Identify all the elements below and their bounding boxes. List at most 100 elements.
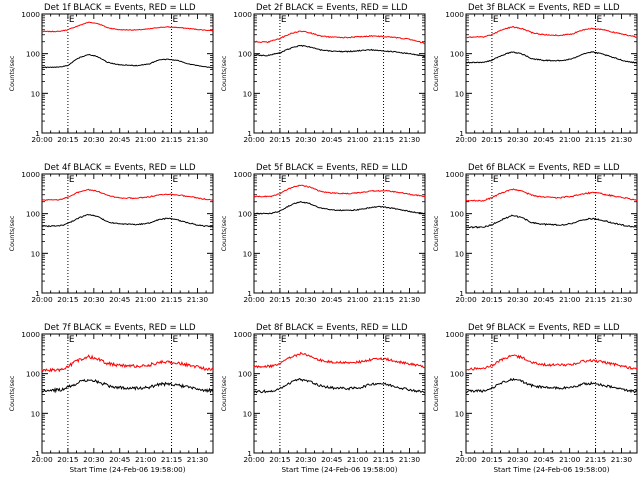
x-tick-label: 20:15 bbox=[57, 135, 79, 144]
series-lld-line bbox=[41, 21, 214, 33]
y-tick-label: 10 bbox=[31, 409, 41, 418]
y-tick-label: 100 bbox=[238, 370, 252, 379]
series-lld-line bbox=[465, 354, 638, 371]
event-marker-label: E bbox=[493, 175, 499, 185]
series-lld-line bbox=[466, 26, 637, 39]
x-tick-label: 20:30 bbox=[83, 295, 105, 304]
y-tick-label: 100 bbox=[450, 50, 464, 59]
x-tick-label: 20:00 bbox=[31, 135, 53, 144]
y-tick-label: 100 bbox=[26, 210, 40, 219]
series-events-line bbox=[41, 53, 213, 69]
y-tick-label: 1000 bbox=[21, 330, 40, 339]
x-tick-label: 20:30 bbox=[507, 295, 529, 304]
chart-title: Det 5f BLACK = Events, RED = LLD bbox=[256, 163, 408, 173]
y-tick-label: 1000 bbox=[21, 10, 40, 19]
x-tick-label: 21:00 bbox=[559, 135, 581, 144]
series-events-line bbox=[466, 377, 638, 394]
x-tick-label: 20:45 bbox=[321, 295, 343, 304]
x-tick-label: 21:30 bbox=[187, 135, 209, 144]
x-tick-label: 21:30 bbox=[611, 455, 633, 464]
series-events-line bbox=[253, 377, 426, 394]
x-tick-label: 21:00 bbox=[135, 135, 157, 144]
chart-panel: Det 7f BLACK = Events, RED = LLD Counts/s… bbox=[8, 323, 214, 474]
y-tick-label: 10 bbox=[31, 249, 41, 258]
plot-frame bbox=[253, 13, 426, 134]
y-tick-label: 1 bbox=[247, 129, 252, 138]
x-axis-label: Start Time (24-Feb-06 19:58:00) bbox=[281, 465, 397, 474]
chart-panel: Det 2f BLACK = Events, RED = LLD Counts/s… bbox=[220, 3, 426, 144]
x-tick-label: 21:15 bbox=[585, 295, 607, 304]
event-marker-label: E bbox=[597, 335, 603, 345]
y-tick-label: 100 bbox=[26, 370, 40, 379]
y-axis-label: Counts/sec bbox=[432, 375, 440, 411]
x-tick-label: 21:00 bbox=[559, 295, 581, 304]
chart-title: Det 9f BLACK = Events, RED = LLD bbox=[468, 323, 620, 333]
x-tick-label: 20:00 bbox=[455, 135, 477, 144]
y-tick-label: 1 bbox=[35, 289, 40, 298]
x-tick-label: 20:15 bbox=[57, 455, 79, 464]
event-marker-label: E bbox=[173, 175, 179, 185]
series-lld-line bbox=[465, 188, 638, 202]
x-tick-label: 21:15 bbox=[161, 455, 183, 464]
event-marker-label: E bbox=[69, 175, 75, 185]
series-events-line bbox=[41, 213, 214, 228]
series-lld-line bbox=[253, 30, 426, 45]
x-tick-label: 20:30 bbox=[83, 455, 105, 464]
chart-panel: Det 3f BLACK = Events, RED = LLD Counts/s… bbox=[432, 3, 638, 144]
series-events-line bbox=[253, 44, 426, 58]
chart-title: Det 7f BLACK = Events, RED = LLD bbox=[44, 323, 196, 333]
x-tick-label: 20:30 bbox=[295, 295, 317, 304]
x-tick-label: 20:00 bbox=[243, 295, 265, 304]
y-tick-label: 10 bbox=[243, 249, 253, 258]
x-tick-label: 20:15 bbox=[269, 295, 291, 304]
x-tick-label: 21:30 bbox=[611, 295, 633, 304]
chart-title: Det 1f BLACK = Events, RED = LLD bbox=[44, 3, 196, 13]
x-tick-label: 20:45 bbox=[533, 455, 555, 464]
x-tick-label: 20:45 bbox=[321, 455, 343, 464]
x-tick-label: 20:45 bbox=[533, 135, 555, 144]
x-tick-label: 21:15 bbox=[161, 295, 183, 304]
x-tick-label: 20:30 bbox=[295, 135, 317, 144]
y-tick-label: 10 bbox=[455, 89, 465, 98]
x-tick-label: 20:00 bbox=[243, 455, 265, 464]
plot-frame bbox=[41, 13, 214, 134]
event-marker-label: E bbox=[69, 15, 75, 25]
plot-frame bbox=[465, 173, 638, 294]
y-tick-label: 1000 bbox=[445, 170, 464, 179]
x-tick-label: 20:45 bbox=[321, 135, 343, 144]
y-tick-label: 1000 bbox=[233, 170, 252, 179]
series-lld-line bbox=[253, 351, 426, 369]
x-tick-label: 20:15 bbox=[269, 135, 291, 144]
y-tick-label: 1 bbox=[459, 129, 464, 138]
event-marker-label: E bbox=[385, 335, 391, 345]
plot-frame bbox=[465, 333, 638, 454]
y-axis-label: Counts/sec bbox=[220, 55, 228, 91]
event-marker-label: E bbox=[597, 175, 603, 185]
plot-frame bbox=[465, 13, 638, 134]
series-events-line bbox=[465, 51, 638, 64]
plot-frame bbox=[253, 333, 426, 454]
chart-panel: Det 6f BLACK = Events, RED = LLD Counts/s… bbox=[432, 163, 638, 304]
series-lld-line bbox=[41, 354, 214, 373]
chart-panel: Det 9f BLACK = Events, RED = LLD Counts/s… bbox=[432, 323, 638, 474]
x-tick-label: 21:30 bbox=[611, 135, 633, 144]
x-tick-label: 21:15 bbox=[373, 295, 395, 304]
x-tick-label: 21:30 bbox=[187, 295, 209, 304]
event-marker-label: E bbox=[69, 335, 75, 345]
event-marker-label: E bbox=[281, 335, 287, 345]
event-marker-label: E bbox=[597, 15, 603, 25]
y-tick-label: 1000 bbox=[233, 10, 252, 19]
chart-title: Det 3f BLACK = Events, RED = LLD bbox=[468, 3, 620, 13]
x-tick-label: 21:00 bbox=[135, 455, 157, 464]
y-axis-label: Counts/sec bbox=[220, 375, 228, 411]
x-axis-label: Start Time (24-Feb-06 19:58:00) bbox=[493, 465, 609, 474]
x-tick-label: 20:15 bbox=[481, 135, 503, 144]
x-tick-label: 20:45 bbox=[109, 455, 131, 464]
series-lld-line bbox=[253, 184, 426, 198]
plot-frame bbox=[41, 173, 214, 294]
y-tick-label: 10 bbox=[243, 89, 253, 98]
event-marker-label: E bbox=[385, 175, 391, 185]
x-tick-label: 20:30 bbox=[507, 135, 529, 144]
y-axis-label: Counts/sec bbox=[432, 55, 440, 91]
